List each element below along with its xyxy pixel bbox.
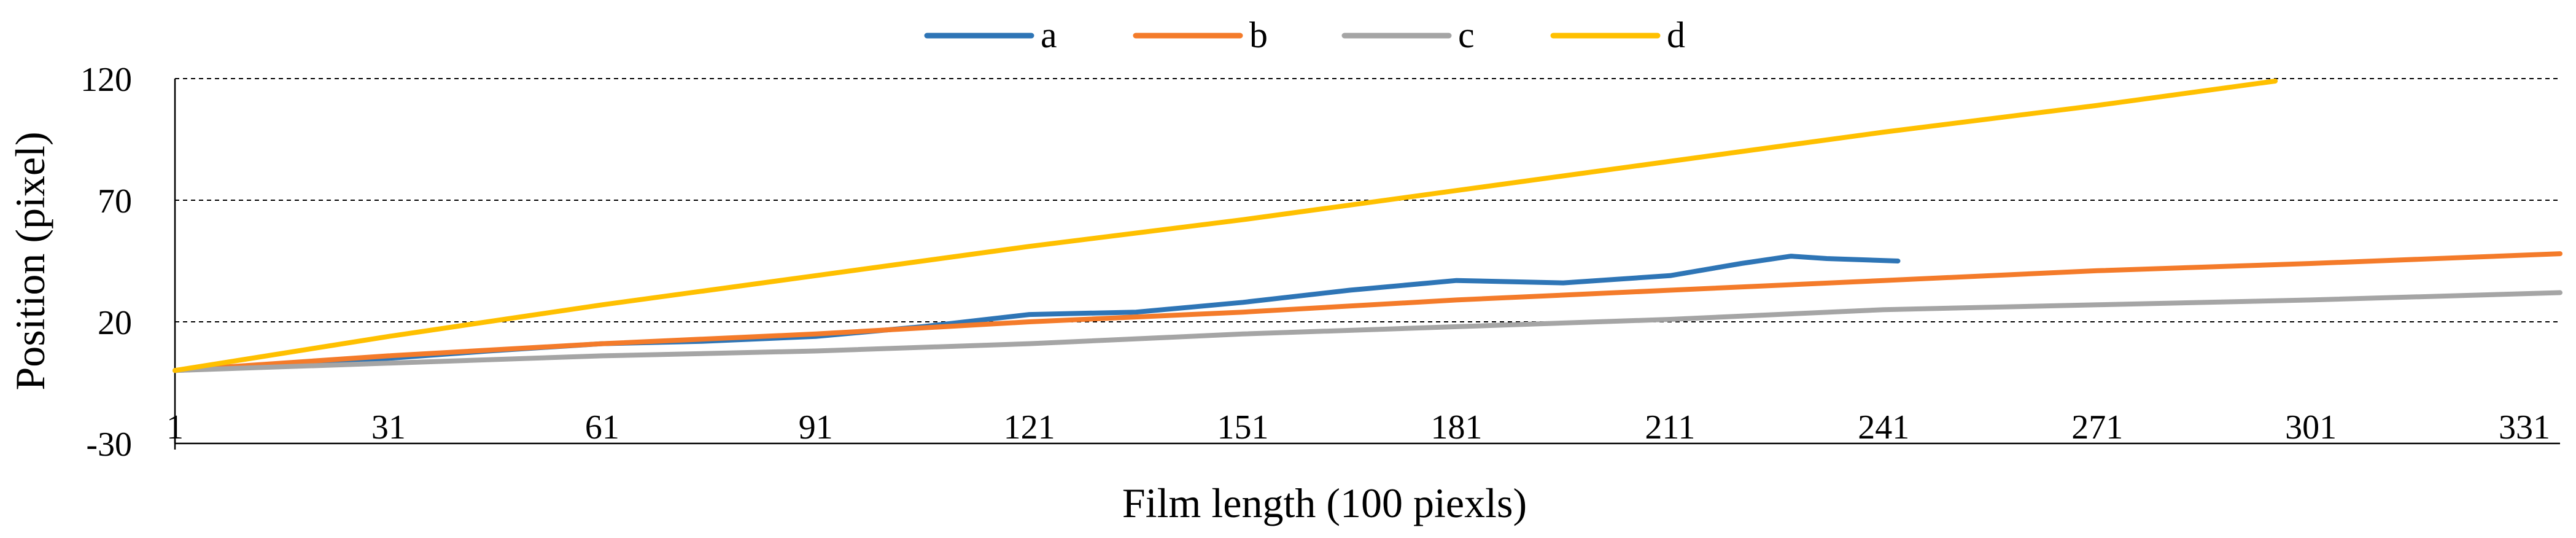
x-tick-label: 151 <box>1217 408 1269 446</box>
tick-labels: -30 20 70 120 1 31 61 91 121 151 181 211 241 271 301 33… <box>80 61 2550 464</box>
series-lines <box>173 79 2562 373</box>
legend-label-a: a <box>1041 15 1057 55</box>
x-tick-label: 91 <box>799 408 833 446</box>
legend-label-d: d <box>1667 15 1685 55</box>
axes <box>174 79 2560 450</box>
series-line-d <box>173 79 2278 373</box>
legend: a b c d <box>924 15 1685 55</box>
x-axis-title: Film length (100 piexls) <box>1122 480 1527 526</box>
x-tick-label: 271 <box>2071 408 2123 446</box>
series-line-c <box>173 290 2562 373</box>
series-line-b <box>173 251 2562 373</box>
y-axis-title: Position (pixel) <box>7 131 53 390</box>
x-tick-label: 211 <box>1645 408 1695 446</box>
y-tick-label: 120 <box>80 61 132 99</box>
y-tick-label: -30 <box>86 426 132 464</box>
legend-label-c: c <box>1458 15 1475 55</box>
y-tick-label: 20 <box>98 304 132 342</box>
x-tick-label: 121 <box>1004 408 1055 446</box>
x-tick-label: 241 <box>1858 408 1909 446</box>
x-tick-label: 331 <box>2499 408 2550 446</box>
x-tick-label: 61 <box>585 408 619 446</box>
y-tick-label: 70 <box>98 182 132 220</box>
legend-label-b: b <box>1249 15 1268 55</box>
x-tick-label: 1 <box>166 408 184 446</box>
x-tick-label: 31 <box>371 408 406 446</box>
x-tick-label: 301 <box>2285 408 2337 446</box>
x-tick-label: 181 <box>1430 408 1482 446</box>
